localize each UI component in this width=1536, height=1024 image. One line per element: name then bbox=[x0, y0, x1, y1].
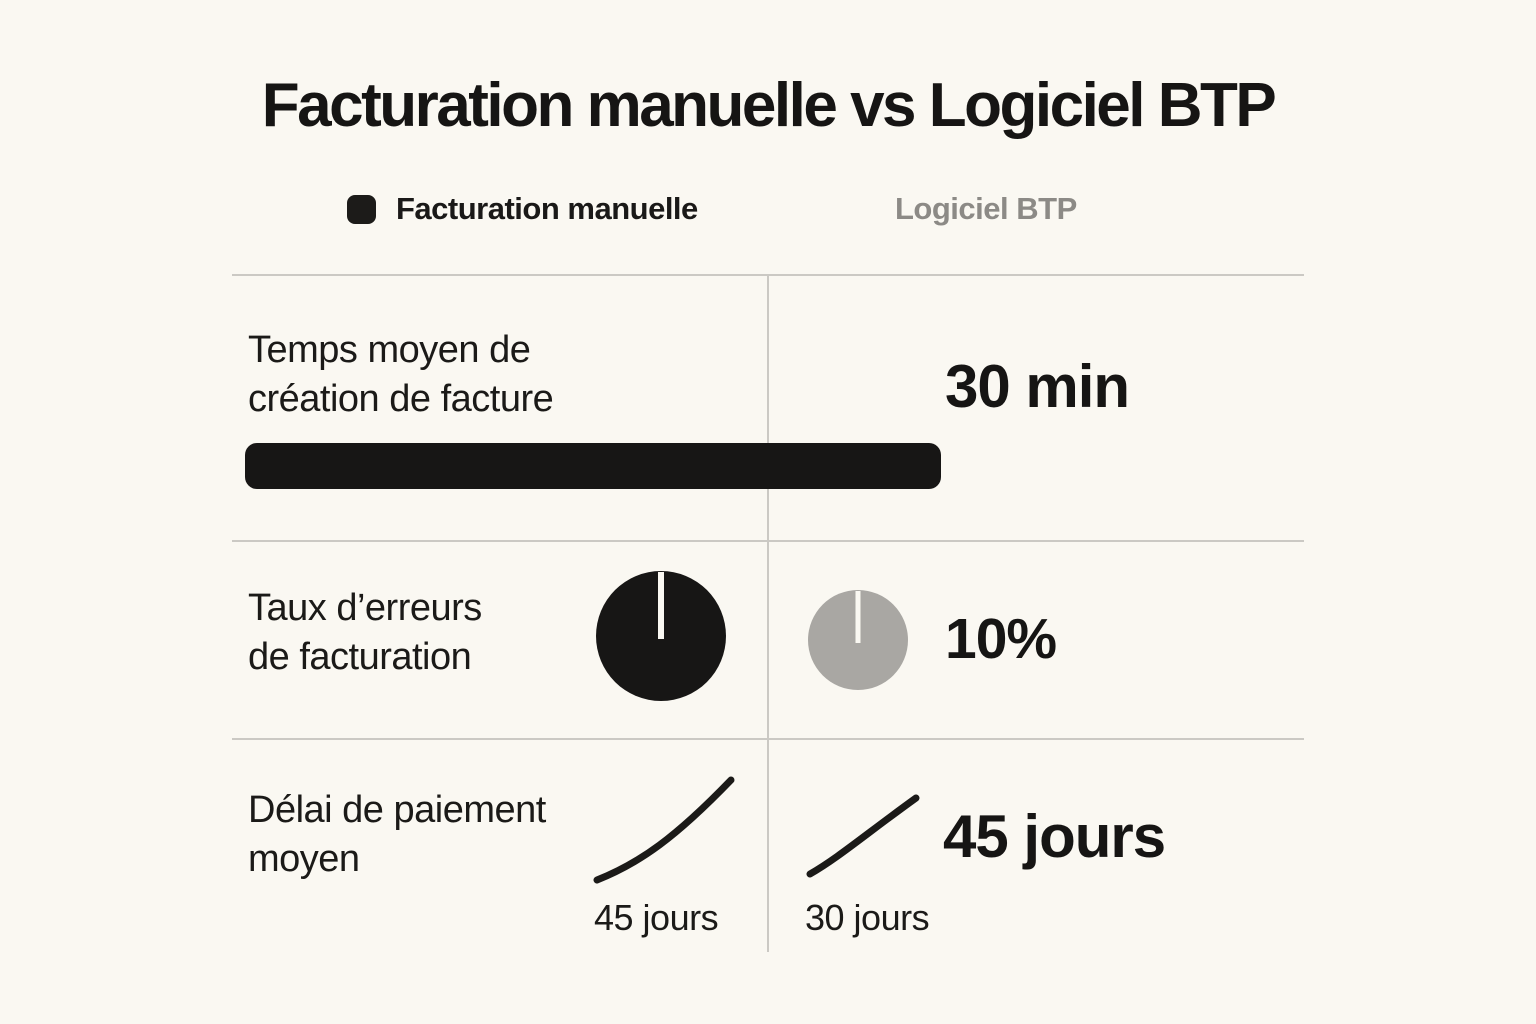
legend-label-manual: Facturation manuelle bbox=[396, 191, 698, 226]
row2-software-value: 10% bbox=[945, 607, 1057, 671]
row1-software-value: 30 min bbox=[945, 353, 1130, 420]
row3-metric-label: Délai de paiement moyen bbox=[248, 786, 546, 884]
row2-metric-line2: de facturation bbox=[248, 636, 472, 678]
software-payment-curve-icon bbox=[806, 794, 920, 878]
row2-metric-line1: Taux d’erreurs bbox=[248, 587, 482, 629]
row3-software-value: 45 jours bbox=[943, 803, 1166, 870]
row3-metric-line2: moyen bbox=[248, 838, 360, 880]
legend-item-software: Logiciel BTP bbox=[895, 190, 1077, 228]
row1-metric-line1: Temps moyen de bbox=[248, 329, 531, 371]
page-title: Facturation manuelle vs Logiciel BTP bbox=[261, 71, 1277, 140]
row3-metric-line1: Délai de paiement bbox=[248, 789, 546, 831]
legend-swatch-black-icon bbox=[347, 194, 376, 224]
row1-metric-line2: création de facture bbox=[248, 378, 554, 420]
table-column-divider bbox=[767, 274, 769, 952]
manual-payment-curve-icon bbox=[593, 776, 735, 884]
software-curve-caption: 30 jours bbox=[805, 897, 930, 938]
row2-metric-label: Taux d’erreurs de facturation bbox=[248, 584, 482, 682]
manual-time-bar-icon bbox=[245, 443, 941, 489]
manual-curve-caption: 45 jours bbox=[594, 897, 719, 938]
manual-error-pie-icon bbox=[596, 571, 726, 701]
legend-item-manual: Facturation manuelle bbox=[347, 190, 698, 228]
legend-label-software: Logiciel BTP bbox=[895, 191, 1077, 226]
row1-metric-label: Temps moyen de création de facture bbox=[248, 326, 554, 424]
software-error-pie-icon bbox=[808, 590, 908, 690]
